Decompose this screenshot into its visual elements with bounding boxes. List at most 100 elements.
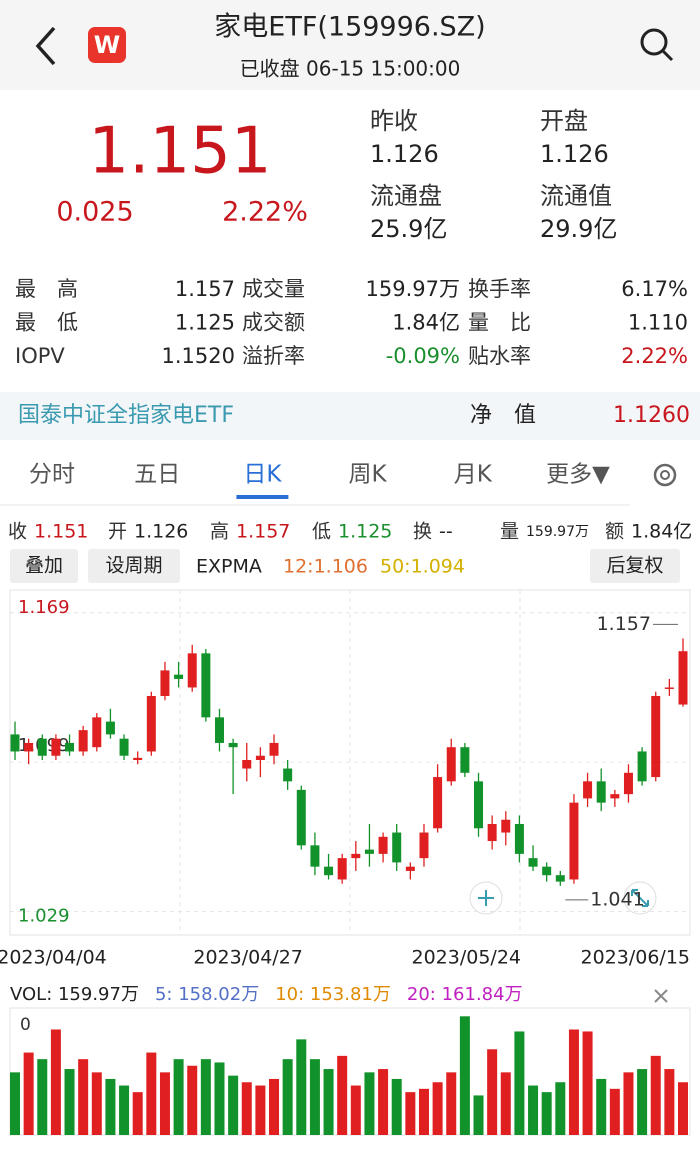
candle-body bbox=[283, 768, 293, 782]
candle-body bbox=[392, 832, 402, 863]
candle-body bbox=[460, 747, 470, 773]
volume-bar bbox=[78, 1059, 89, 1135]
candle-body bbox=[119, 738, 129, 756]
candle-body bbox=[528, 858, 538, 867]
toolbar-button[interactable] bbox=[88, 549, 180, 583]
info-value: 1.157 bbox=[236, 521, 290, 543]
volume-bar bbox=[459, 1016, 470, 1135]
y-tick-label: 1.029 bbox=[18, 905, 70, 926]
back-button[interactable] bbox=[35, 26, 56, 66]
candle-body bbox=[569, 802, 579, 880]
volume-legend: 10: 153.81万 bbox=[275, 984, 391, 1005]
zoom-in-button[interactable] bbox=[469, 881, 503, 915]
stat-value: -0.09% bbox=[386, 344, 460, 368]
candle-body bbox=[474, 781, 484, 829]
candle-body bbox=[596, 781, 606, 803]
candle-body bbox=[65, 742, 75, 752]
tab[interactable]: 月K bbox=[454, 462, 493, 488]
last-price: 1.151 bbox=[88, 115, 271, 189]
stat-value: 6.17% bbox=[621, 277, 688, 301]
volume-bar bbox=[10, 1072, 20, 1135]
volume-bar bbox=[200, 1059, 211, 1135]
volume-bar bbox=[541, 1092, 552, 1135]
x-tick-label: 2023/05/24 bbox=[411, 947, 521, 969]
candle-body bbox=[514, 824, 524, 854]
info-value: 1.151 bbox=[34, 521, 88, 543]
candle-body bbox=[214, 717, 224, 743]
close-volume-button[interactable] bbox=[654, 989, 668, 1003]
stat-value: 1.84亿 bbox=[392, 311, 460, 335]
volume-bar bbox=[228, 1075, 239, 1135]
volume-bar bbox=[255, 1085, 266, 1135]
stat-label: 成交额 bbox=[242, 311, 305, 335]
fullscreen-button[interactable] bbox=[623, 881, 657, 915]
volume-bar bbox=[269, 1078, 280, 1135]
volume-bar bbox=[187, 1065, 198, 1135]
stat-label: 量 比 bbox=[468, 311, 531, 335]
market-status: 已收盘 06-15 15:00:00 bbox=[240, 57, 461, 81]
volume-bar bbox=[391, 1078, 402, 1135]
volume-bar bbox=[214, 1062, 225, 1135]
info-value: 1.126 bbox=[134, 521, 188, 543]
candle-body bbox=[405, 866, 415, 871]
candle-body bbox=[487, 824, 497, 842]
volume-bar bbox=[159, 1072, 170, 1135]
field-value: 29.9亿 bbox=[540, 215, 617, 243]
volume-bar bbox=[609, 1088, 620, 1135]
candle-body bbox=[160, 670, 170, 696]
candle-body bbox=[324, 866, 334, 876]
stat-value: 1.125 bbox=[175, 311, 235, 335]
tab[interactable]: 周K bbox=[349, 462, 388, 488]
candle-body bbox=[187, 653, 197, 688]
price-change-pct: 2.22% bbox=[222, 197, 308, 228]
nav-label: 净 值 bbox=[470, 403, 536, 428]
candle-body bbox=[255, 755, 265, 760]
volume-bar bbox=[23, 1052, 34, 1135]
volume-bar bbox=[487, 1049, 498, 1135]
info-value: 1.84亿 bbox=[631, 521, 692, 543]
stat-label: 贴水率 bbox=[468, 344, 531, 368]
x-tick-label: 2023/04/27 bbox=[193, 947, 303, 969]
volume-bar bbox=[514, 1031, 525, 1135]
nav-value: 1.1260 bbox=[613, 403, 690, 428]
candle-body bbox=[678, 651, 688, 705]
search-button[interactable] bbox=[640, 28, 674, 62]
volume-bar bbox=[173, 1059, 184, 1135]
price-change: 0.025 bbox=[56, 197, 133, 228]
candle-body bbox=[296, 789, 306, 846]
toolbar-button[interactable] bbox=[590, 549, 680, 583]
tab[interactable]: 日K bbox=[243, 462, 282, 488]
candle-body bbox=[228, 742, 238, 748]
indicator-name: EXPMA bbox=[196, 556, 262, 578]
volume-axis-label: 0 bbox=[20, 1015, 31, 1035]
volume-bar bbox=[64, 1069, 75, 1135]
toolbar-button-label[interactable]: 叠加 bbox=[25, 555, 63, 577]
tab[interactable]: 五日 bbox=[134, 462, 180, 488]
field-label: 流通盘 bbox=[370, 182, 442, 210]
settings-button[interactable] bbox=[653, 463, 677, 487]
stat-value: 1.157 bbox=[175, 277, 235, 301]
volume-legend: 5: 158.02万 bbox=[155, 984, 259, 1005]
info-value: -- bbox=[439, 521, 453, 543]
volume-bar bbox=[323, 1069, 334, 1135]
info-label: 量 bbox=[500, 521, 519, 543]
tab-underline bbox=[236, 495, 289, 499]
stat-label: IOPV bbox=[15, 344, 65, 368]
tab[interactable]: 更多▼ bbox=[546, 462, 610, 488]
toolbar-button-label[interactable]: 设周期 bbox=[105, 555, 162, 577]
info-label: 换 bbox=[413, 521, 432, 543]
toolbar-button-label[interactable]: 后复权 bbox=[606, 555, 663, 577]
volume-bar bbox=[596, 1078, 607, 1135]
toolbar-button[interactable] bbox=[10, 549, 78, 583]
tab[interactable]: 分时 bbox=[29, 462, 75, 488]
candle-body bbox=[637, 751, 647, 782]
candle-body bbox=[555, 875, 565, 882]
candle-body bbox=[433, 777, 443, 829]
volume-bar bbox=[650, 1055, 661, 1135]
page-title: 家电ETF(159996.SZ) bbox=[214, 12, 485, 43]
app-logo bbox=[88, 27, 126, 63]
nav-bar bbox=[0, 392, 700, 440]
info-value: 159.97万 bbox=[526, 524, 589, 540]
fund-name[interactable]: 国泰中证全指家电ETF bbox=[18, 403, 234, 428]
